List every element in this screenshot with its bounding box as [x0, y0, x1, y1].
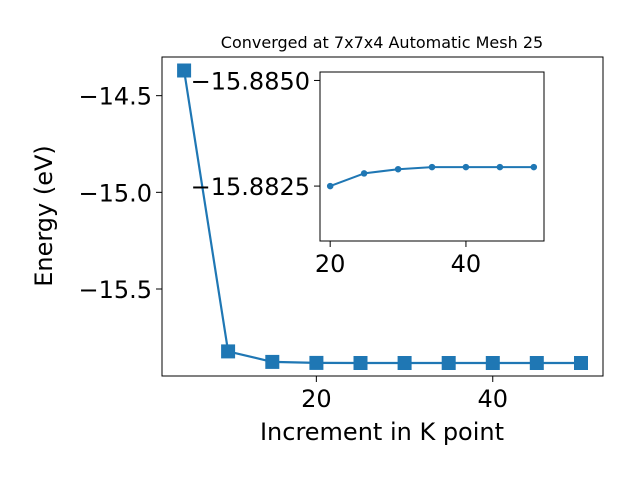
- main-data-point: [309, 355, 324, 370]
- inset-y-tick-label: −15.8850: [191, 67, 310, 95]
- main-x-tick-label: 40: [477, 385, 508, 413]
- main-y-tick-label: −15.0: [78, 179, 152, 207]
- main-series-line: [183, 70, 581, 365]
- inset-x-tick-label: 20: [315, 250, 346, 278]
- main-data-point: [574, 356, 588, 370]
- inset-data-point: [462, 163, 470, 171]
- inset-plot: 20 40 −15.8850 −15.8825: [191, 67, 545, 278]
- chart-title: Converged at 7x7x4 Automatic Mesh 25: [221, 33, 543, 52]
- main-y-tick-label: −15.5: [78, 276, 152, 304]
- main-data-point: [397, 356, 412, 370]
- inset-x-tick-label: 40: [451, 250, 482, 278]
- main-y-tick-label: −14.5: [78, 83, 152, 111]
- main-series-layer: [177, 63, 588, 370]
- inset-plot-frame: [319, 71, 545, 242]
- x-axis-label: Increment in K point: [260, 418, 504, 446]
- main-plot: Converged at 7x7x4 Automatic Mesh 25 20 4…: [30, 33, 604, 446]
- main-data-point: [353, 356, 368, 370]
- inset-y-tick-label: −15.8825: [191, 173, 310, 201]
- main-data-point: [485, 356, 500, 370]
- inset-data-point: [360, 170, 368, 177]
- y-axis-label: Energy (eV): [30, 145, 58, 287]
- inset-axis-layer: 20 40 −15.8850 −15.8825: [191, 67, 482, 278]
- main-data-point: [265, 354, 280, 369]
- inset-data-point: [530, 163, 538, 171]
- main-data-point: [177, 63, 192, 78]
- main-data-point: [529, 356, 544, 370]
- inset-data-point: [496, 163, 504, 171]
- inset-background: [320, 72, 544, 241]
- inset-data-point: [428, 163, 436, 171]
- inset-data-point: [326, 182, 334, 190]
- main-data-point: [221, 344, 236, 359]
- inset-data-point: [394, 165, 402, 173]
- main-x-tick-label: 20: [301, 385, 332, 413]
- main-plot-frame: [161, 56, 604, 377]
- main-axis-layer: 20 40 −14.5 −15.0 −15.5: [78, 83, 508, 413]
- main-data-point: [441, 356, 456, 370]
- inset-series-layer: [326, 163, 538, 190]
